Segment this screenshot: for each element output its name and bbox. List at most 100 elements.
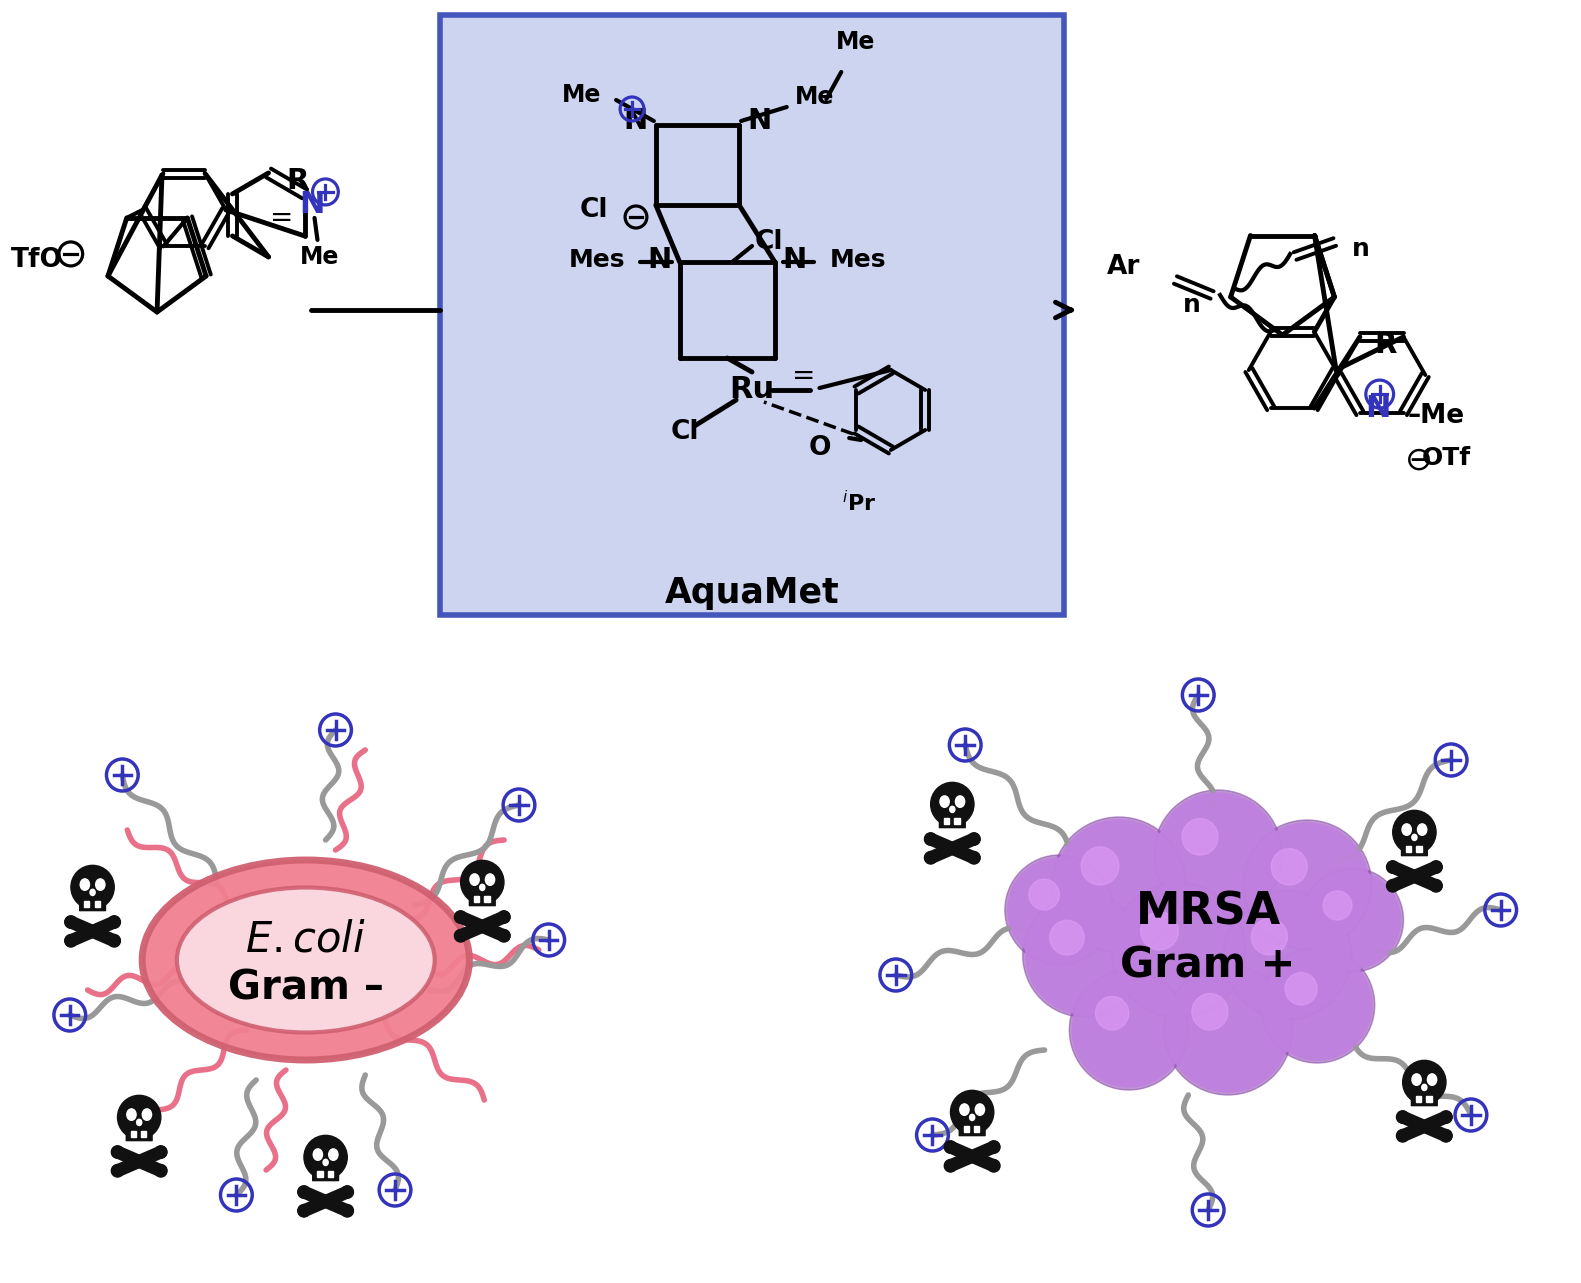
Circle shape	[1396, 1129, 1409, 1142]
Circle shape	[1115, 885, 1243, 1015]
Text: R: R	[1375, 331, 1398, 359]
Ellipse shape	[96, 879, 104, 890]
Ellipse shape	[1412, 1074, 1421, 1085]
Circle shape	[925, 833, 938, 845]
Circle shape	[65, 916, 77, 929]
Circle shape	[1081, 847, 1119, 885]
Circle shape	[1263, 949, 1372, 1060]
Text: ⊖: ⊖	[1404, 444, 1432, 476]
Circle shape	[111, 1165, 123, 1177]
Text: –Me: –Me	[1407, 403, 1464, 429]
Ellipse shape	[142, 1109, 152, 1120]
Ellipse shape	[950, 806, 955, 812]
Circle shape	[1029, 879, 1059, 910]
Text: Ar: Ar	[1107, 254, 1141, 280]
Circle shape	[1243, 820, 1372, 949]
Text: OTf: OTf	[1421, 446, 1470, 470]
Circle shape	[1192, 993, 1228, 1030]
Ellipse shape	[479, 884, 485, 890]
Text: $^i$Pr: $^i$Pr	[843, 490, 876, 516]
Ellipse shape	[81, 879, 90, 890]
Ellipse shape	[136, 1119, 142, 1125]
Circle shape	[1006, 854, 1115, 965]
Ellipse shape	[329, 1148, 338, 1160]
Ellipse shape	[313, 1148, 323, 1160]
Circle shape	[944, 1160, 957, 1171]
Text: Gram +: Gram +	[1121, 944, 1296, 987]
Ellipse shape	[90, 889, 95, 896]
Text: R: R	[286, 167, 308, 195]
Ellipse shape	[941, 795, 949, 807]
Circle shape	[1225, 893, 1349, 1017]
Circle shape	[988, 1160, 1001, 1171]
Circle shape	[1387, 861, 1399, 874]
Ellipse shape	[1412, 834, 1417, 840]
FancyBboxPatch shape	[131, 1132, 136, 1138]
FancyBboxPatch shape	[964, 1126, 969, 1133]
Circle shape	[108, 934, 120, 947]
Text: Mes: Mes	[830, 248, 885, 272]
Text: Mes: Mes	[569, 248, 624, 272]
Text: n: n	[1352, 237, 1369, 260]
Text: Cl: Cl	[670, 420, 699, 445]
Circle shape	[988, 1141, 1001, 1153]
Circle shape	[155, 1165, 168, 1177]
Circle shape	[297, 1185, 310, 1198]
FancyBboxPatch shape	[484, 897, 490, 902]
Circle shape	[1167, 967, 1290, 1092]
FancyBboxPatch shape	[1417, 847, 1421, 852]
Circle shape	[968, 852, 980, 863]
Ellipse shape	[470, 874, 479, 885]
Circle shape	[111, 1146, 123, 1159]
FancyBboxPatch shape	[1426, 1096, 1431, 1102]
Text: TfO: TfO	[11, 246, 63, 273]
Circle shape	[1164, 965, 1292, 1094]
Circle shape	[1154, 790, 1282, 920]
Text: N: N	[783, 246, 806, 275]
Text: Me: Me	[836, 30, 876, 54]
Circle shape	[1072, 973, 1186, 1087]
FancyBboxPatch shape	[944, 819, 949, 825]
Circle shape	[1300, 869, 1404, 973]
FancyBboxPatch shape	[327, 1171, 334, 1178]
Text: N: N	[623, 106, 648, 135]
Text: N: N	[748, 106, 772, 135]
Circle shape	[304, 1135, 348, 1179]
Circle shape	[454, 911, 466, 924]
Ellipse shape	[485, 874, 495, 885]
Circle shape	[1055, 820, 1183, 949]
Text: Ru: Ru	[729, 376, 775, 404]
Text: n: n	[1183, 293, 1202, 317]
Ellipse shape	[1428, 1074, 1437, 1085]
FancyBboxPatch shape	[955, 819, 960, 825]
FancyBboxPatch shape	[79, 901, 106, 911]
FancyBboxPatch shape	[960, 1125, 985, 1135]
Ellipse shape	[1418, 824, 1426, 835]
Circle shape	[1252, 919, 1287, 955]
Circle shape	[1260, 947, 1375, 1064]
Circle shape	[498, 911, 511, 924]
Circle shape	[1111, 881, 1246, 1017]
Circle shape	[1140, 912, 1178, 949]
Text: =: =	[792, 362, 816, 390]
Circle shape	[460, 861, 504, 905]
Circle shape	[1440, 1129, 1453, 1142]
Circle shape	[1069, 970, 1189, 1091]
Circle shape	[1303, 871, 1401, 969]
Circle shape	[1440, 1111, 1453, 1124]
Circle shape	[1007, 858, 1111, 962]
FancyBboxPatch shape	[84, 901, 90, 907]
Circle shape	[117, 1096, 161, 1139]
Ellipse shape	[126, 1109, 136, 1120]
Text: N: N	[648, 246, 672, 275]
Circle shape	[1224, 890, 1352, 1020]
Circle shape	[1387, 880, 1399, 892]
Circle shape	[155, 1146, 168, 1159]
Circle shape	[341, 1185, 354, 1198]
Ellipse shape	[955, 795, 964, 807]
Circle shape	[1393, 811, 1436, 854]
Circle shape	[1285, 973, 1317, 1005]
FancyBboxPatch shape	[1412, 1096, 1437, 1106]
FancyBboxPatch shape	[939, 817, 966, 828]
FancyBboxPatch shape	[470, 896, 495, 906]
